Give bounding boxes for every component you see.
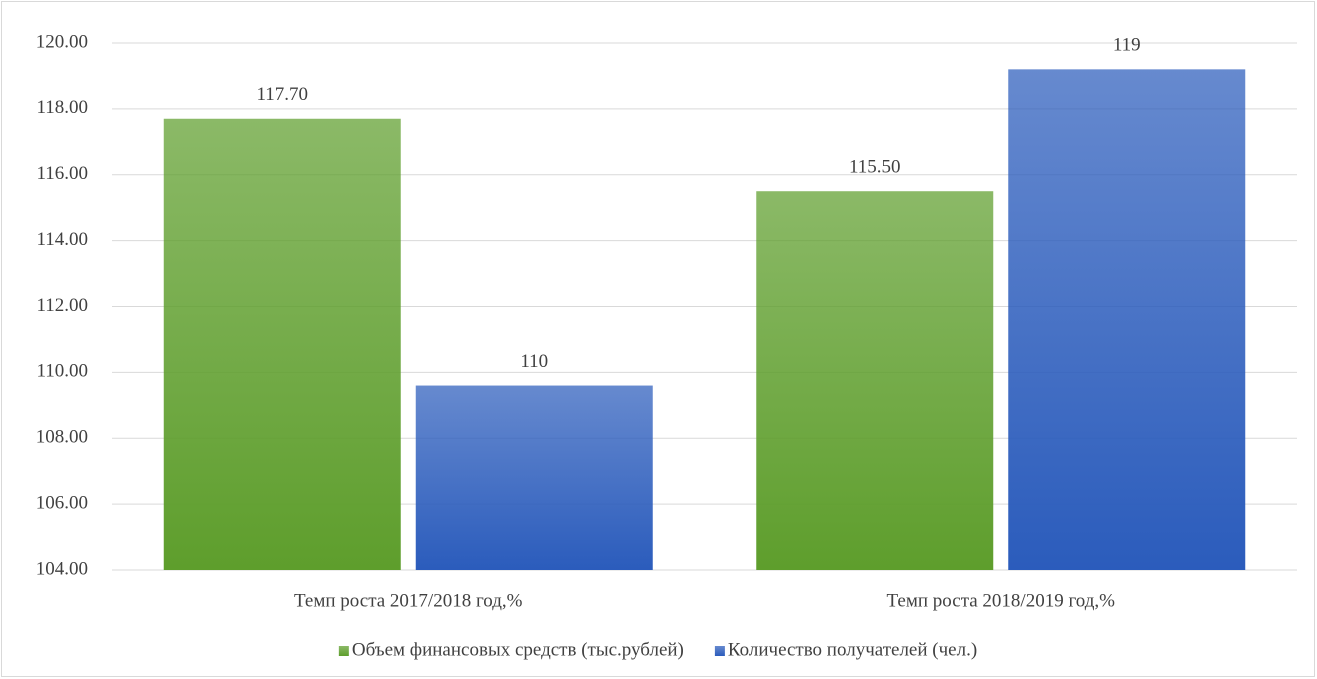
x-tick-label: Темп роста 2017/2018 год,% bbox=[294, 590, 523, 611]
data-label: 115.50 bbox=[849, 157, 901, 178]
y-tick-label: 114.00 bbox=[36, 229, 88, 250]
y-tick-label: 112.00 bbox=[36, 295, 88, 316]
y-tick-label: 118.00 bbox=[36, 97, 88, 118]
data-label: 110 bbox=[520, 351, 548, 372]
data-label: 117.70 bbox=[256, 84, 308, 105]
bar bbox=[756, 191, 994, 570]
y-tick-label: 116.00 bbox=[36, 163, 88, 184]
bar bbox=[163, 118, 401, 570]
legend-swatch bbox=[338, 646, 349, 656]
y-tick-label: 104.00 bbox=[36, 558, 88, 579]
data-label: 119 bbox=[1113, 35, 1141, 56]
x-tick-label: Темп роста 2018/2019 год,% bbox=[887, 590, 1116, 611]
bar bbox=[415, 385, 653, 570]
y-tick-label: 120.00 bbox=[36, 31, 88, 52]
legend-label: Количество получателей (чел.) bbox=[728, 639, 977, 660]
y-tick-label: 108.00 bbox=[36, 427, 88, 448]
bar bbox=[1008, 69, 1246, 570]
y-tick-label: 106.00 bbox=[36, 492, 88, 513]
y-tick-label: 110.00 bbox=[36, 361, 88, 382]
legend-swatch bbox=[714, 646, 725, 656]
legend-label: Объем финансовых средств (тыс.рублей) bbox=[352, 639, 684, 660]
